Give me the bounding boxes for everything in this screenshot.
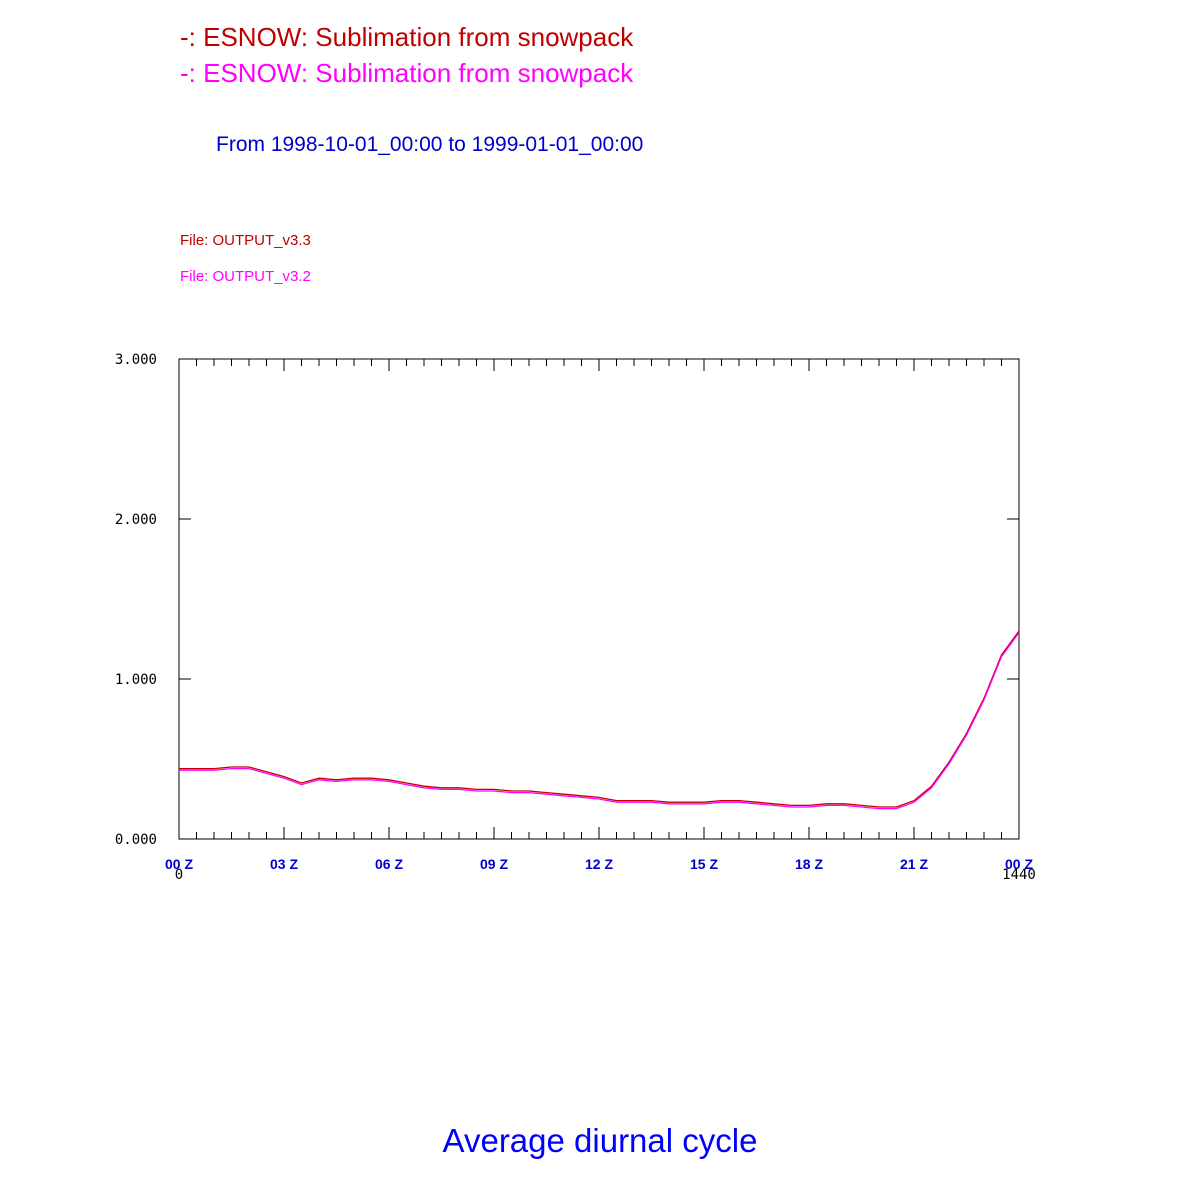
series-line-2: [179, 632, 1020, 810]
series-line-1: [179, 630, 1020, 808]
y-tick-label: 3.000: [115, 352, 157, 368]
date-range: From 1998-10-01_00:00 to 1999-01-01_00:0…: [216, 133, 644, 156]
file-label-2: File: OUTPUT_v3.2: [180, 268, 311, 285]
y-tick-label: 1.000: [115, 672, 157, 688]
x-min-label: 0: [175, 867, 183, 883]
y-tick-label: 0.000: [115, 832, 157, 848]
chart-footer-title: Average diurnal cycle: [442, 1122, 758, 1159]
x-tick-label: 00 Z: [165, 856, 193, 872]
x-tick-label: 06 Z: [375, 856, 403, 872]
x-tick-label: 18 Z: [795, 856, 823, 872]
x-tick-label: 03 Z: [270, 856, 298, 872]
y-tick-label: 2.000: [115, 512, 157, 528]
x-tick-label: 15 Z: [690, 856, 718, 872]
x-tick-label: 12 Z: [585, 856, 613, 872]
series-title-2: -: ESNOW: Sublimation from snowpack: [180, 58, 634, 88]
x-tick-label: 00 Z: [1005, 856, 1033, 872]
series-title-1: -: ESNOW: Sublimation from snowpack: [180, 22, 634, 52]
plot-frame: [178, 358, 1020, 840]
x-max-label: 1440: [1002, 867, 1036, 883]
x-tick-label: 09 Z: [480, 856, 508, 872]
file-label-1: File: OUTPUT_v3.3: [180, 232, 311, 249]
x-tick-label: 21 Z: [900, 856, 928, 872]
